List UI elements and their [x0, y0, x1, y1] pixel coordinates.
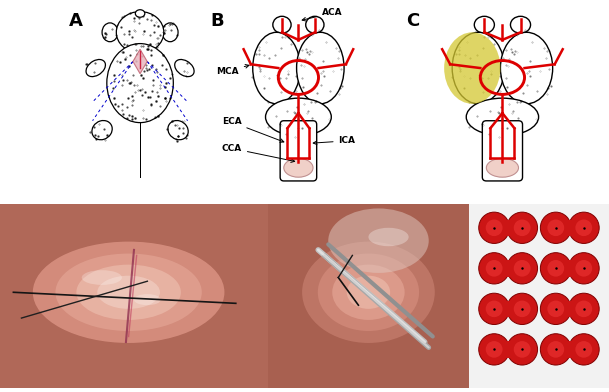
Ellipse shape — [368, 228, 409, 246]
Text: A: A — [69, 12, 83, 30]
Ellipse shape — [284, 158, 313, 177]
Ellipse shape — [273, 16, 291, 33]
Bar — [563, 301, 577, 317]
Bar — [501, 220, 515, 236]
Ellipse shape — [168, 120, 188, 140]
Ellipse shape — [86, 60, 105, 76]
Ellipse shape — [547, 301, 564, 317]
Ellipse shape — [466, 98, 538, 136]
Ellipse shape — [576, 341, 592, 358]
Ellipse shape — [547, 341, 564, 358]
Ellipse shape — [452, 32, 504, 104]
Text: ICA: ICA — [313, 136, 356, 145]
Bar — [563, 341, 577, 358]
Ellipse shape — [302, 241, 435, 343]
Text: ECA: ECA — [222, 118, 284, 142]
Bar — [563, 220, 577, 236]
Ellipse shape — [514, 341, 530, 358]
Ellipse shape — [514, 220, 530, 236]
Ellipse shape — [514, 260, 530, 277]
Ellipse shape — [576, 220, 592, 236]
Ellipse shape — [306, 16, 324, 33]
Ellipse shape — [479, 334, 510, 365]
Ellipse shape — [507, 253, 538, 284]
Ellipse shape — [486, 220, 502, 236]
Ellipse shape — [328, 209, 429, 273]
Text: MCA: MCA — [216, 65, 249, 76]
Bar — [563, 260, 577, 277]
Text: ACA: ACA — [302, 8, 343, 21]
Ellipse shape — [540, 293, 571, 325]
Text: B: B — [211, 12, 224, 30]
Ellipse shape — [568, 212, 599, 243]
Bar — [501, 301, 515, 317]
Ellipse shape — [576, 260, 592, 277]
Ellipse shape — [486, 341, 502, 358]
Text: C: C — [406, 12, 419, 30]
Ellipse shape — [479, 293, 510, 325]
Ellipse shape — [547, 260, 564, 277]
Ellipse shape — [266, 98, 331, 136]
Ellipse shape — [510, 16, 530, 33]
Ellipse shape — [33, 241, 224, 343]
Bar — [501, 260, 515, 277]
Ellipse shape — [116, 12, 164, 53]
Ellipse shape — [333, 265, 404, 320]
Bar — [501, 341, 515, 358]
Ellipse shape — [92, 120, 112, 140]
Ellipse shape — [514, 301, 530, 317]
Ellipse shape — [162, 23, 178, 42]
Ellipse shape — [474, 16, 495, 33]
Ellipse shape — [134, 294, 161, 305]
Ellipse shape — [507, 293, 538, 325]
Ellipse shape — [501, 32, 552, 104]
Ellipse shape — [479, 253, 510, 284]
Ellipse shape — [540, 253, 571, 284]
Ellipse shape — [576, 301, 592, 317]
Polygon shape — [133, 49, 147, 74]
Ellipse shape — [76, 265, 181, 320]
Ellipse shape — [253, 32, 300, 104]
Ellipse shape — [507, 212, 538, 243]
Ellipse shape — [568, 253, 599, 284]
Ellipse shape — [135, 10, 145, 17]
Ellipse shape — [347, 276, 390, 309]
Ellipse shape — [486, 301, 502, 317]
Ellipse shape — [487, 158, 518, 177]
Ellipse shape — [97, 276, 160, 309]
Ellipse shape — [444, 32, 501, 104]
Ellipse shape — [55, 254, 202, 331]
Ellipse shape — [297, 32, 344, 104]
Ellipse shape — [175, 60, 194, 76]
Ellipse shape — [568, 334, 599, 365]
FancyBboxPatch shape — [482, 121, 523, 181]
Ellipse shape — [107, 44, 174, 123]
Ellipse shape — [507, 334, 538, 365]
Ellipse shape — [540, 212, 571, 243]
Ellipse shape — [479, 212, 510, 243]
Text: CCA: CCA — [222, 144, 295, 162]
Ellipse shape — [82, 270, 122, 285]
Ellipse shape — [547, 220, 564, 236]
Ellipse shape — [486, 260, 502, 277]
Ellipse shape — [318, 254, 419, 331]
Ellipse shape — [540, 334, 571, 365]
FancyBboxPatch shape — [280, 121, 317, 181]
Ellipse shape — [568, 293, 599, 325]
Ellipse shape — [102, 23, 118, 42]
